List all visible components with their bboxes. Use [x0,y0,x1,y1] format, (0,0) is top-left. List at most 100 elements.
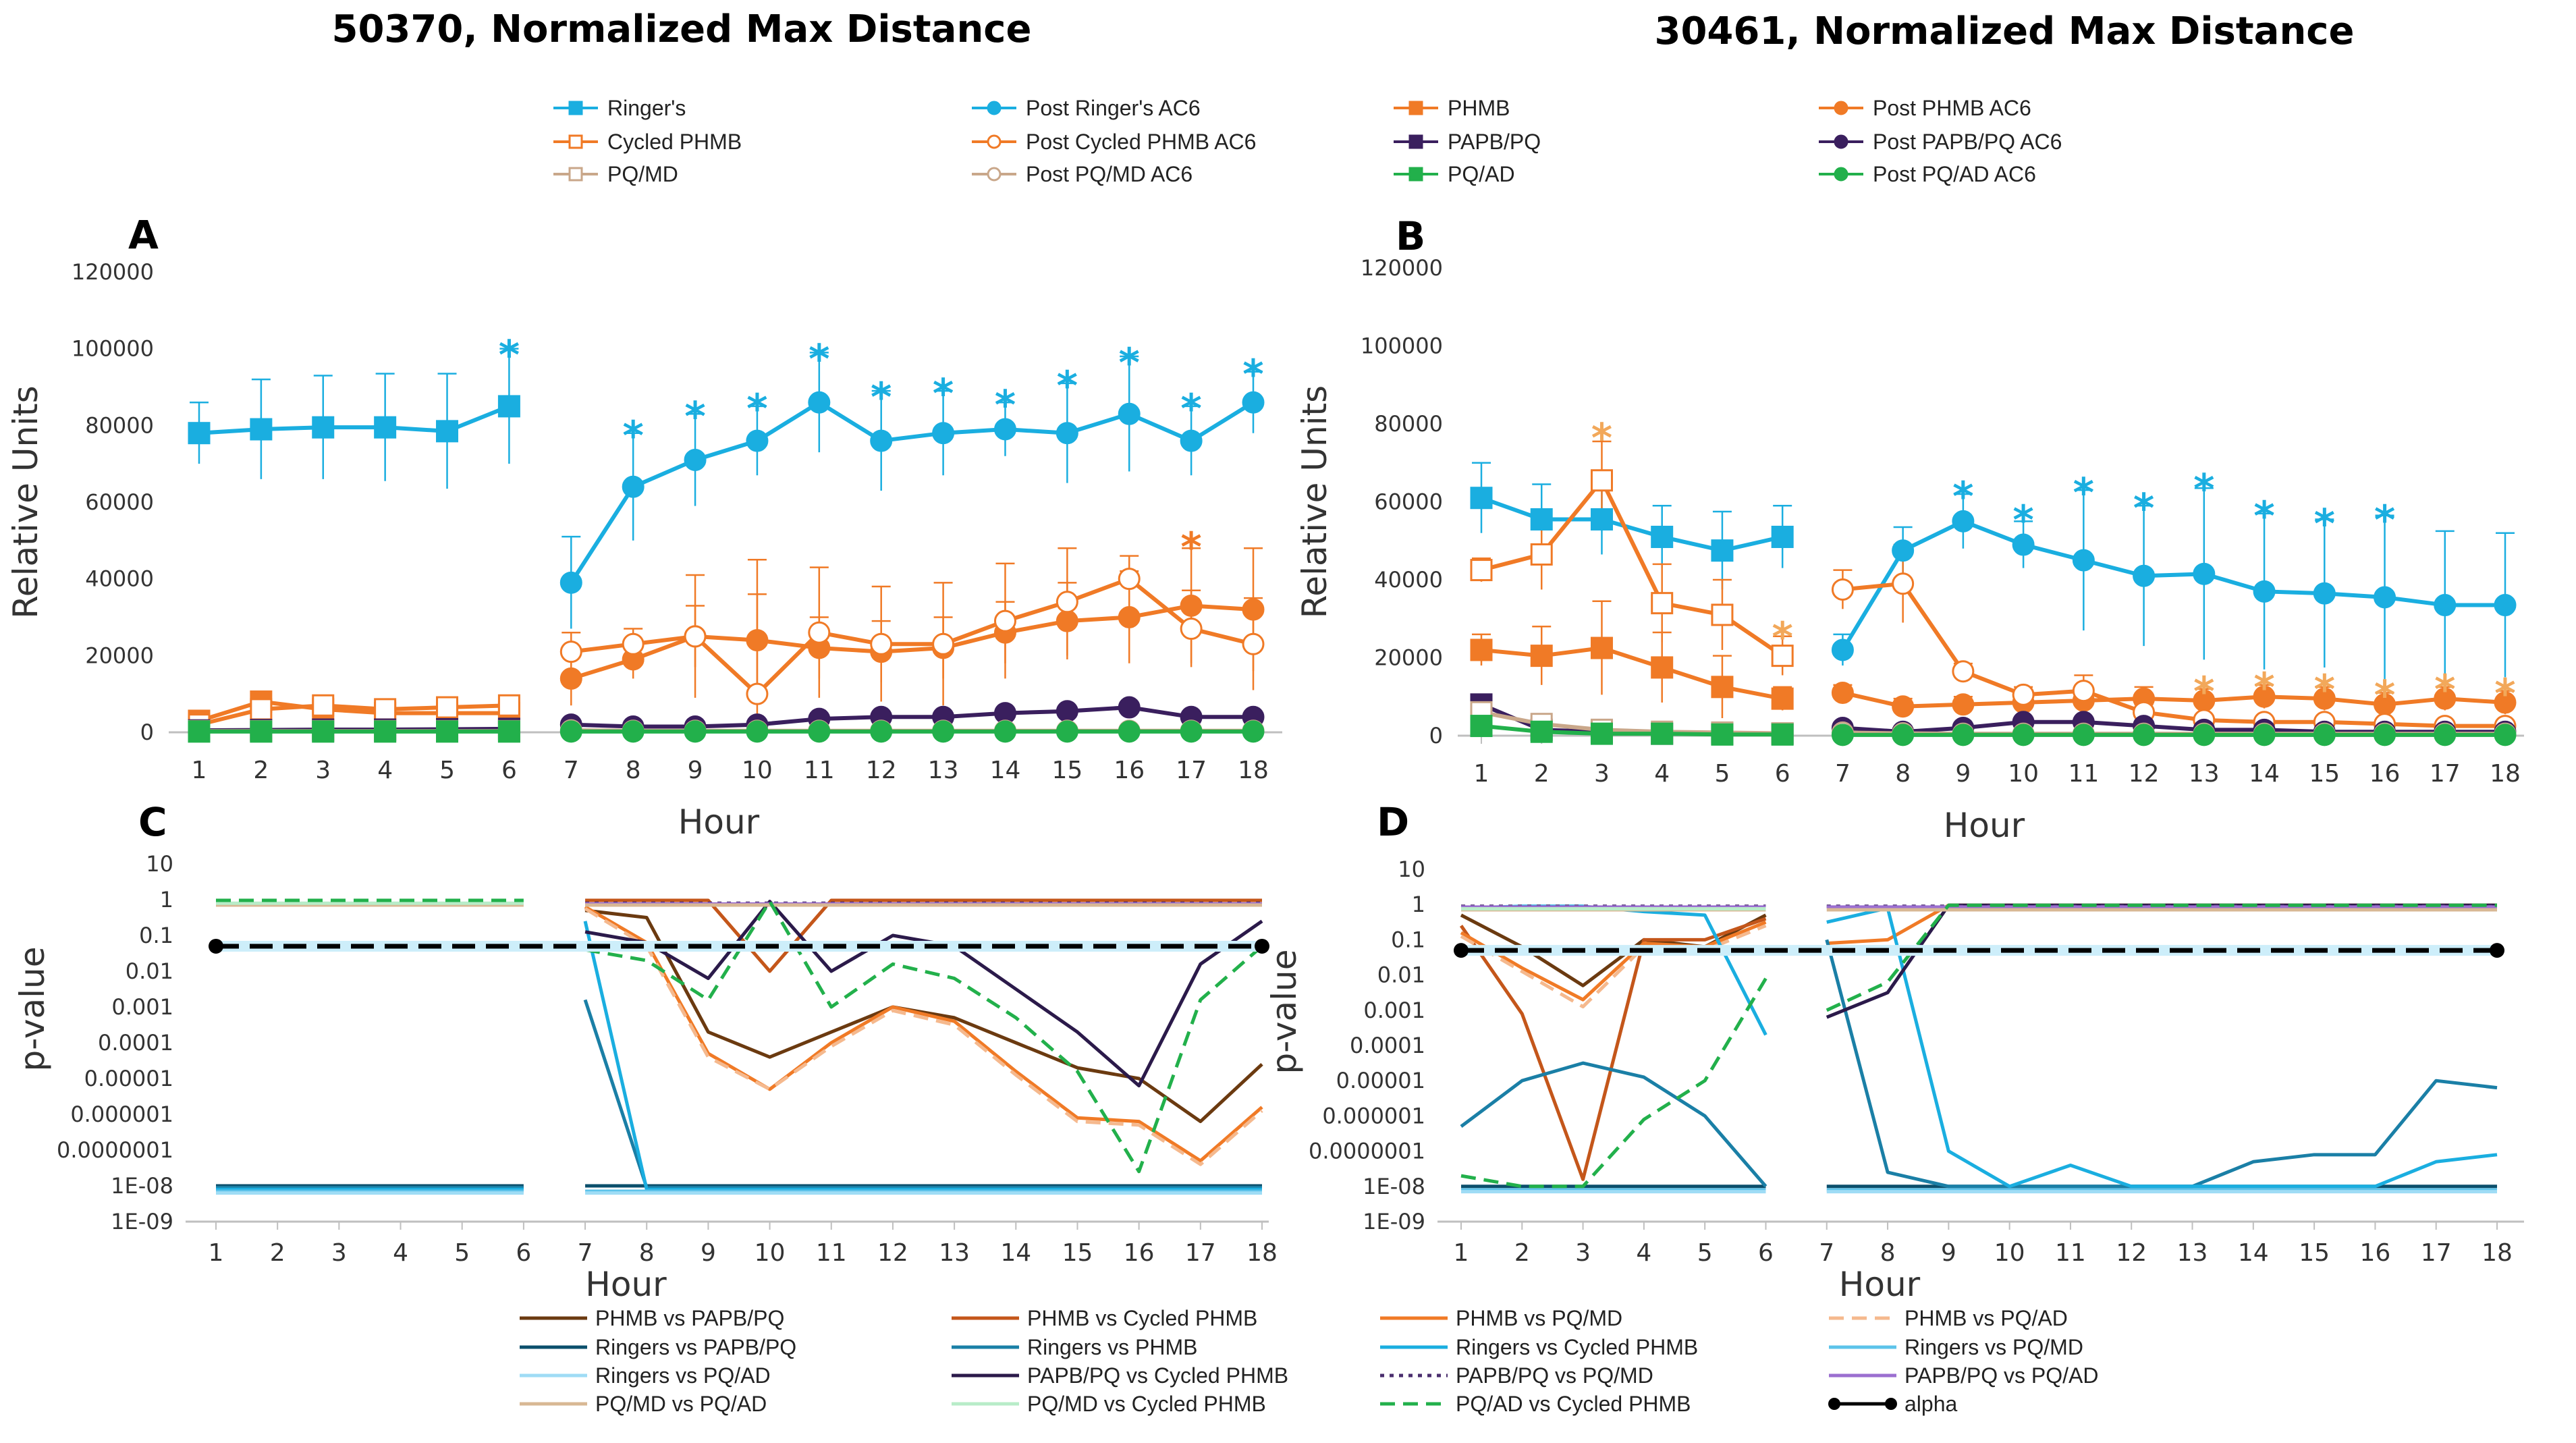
data-point [1118,606,1141,628]
y-tick-label: 1E-08 [1363,1174,1425,1199]
x-tick-label: 12 [866,757,897,784]
data-point [1056,720,1078,743]
data-point [1771,525,1794,548]
data-point [993,418,1016,441]
legend-label: PHMB [1448,96,1510,120]
significance-star: * [2193,466,2214,513]
data-point [1952,724,1975,746]
y-axis-label: Relative Units [6,385,45,618]
data-point [188,720,211,743]
data-point [2072,724,2095,746]
data-point [1711,603,1734,626]
data-point [1590,469,1613,492]
significance-star: * [871,374,892,421]
data-point [1470,715,1493,738]
y-tick-label: 1 [1412,892,1425,917]
data-point [1771,687,1794,710]
legend-label: Cycled PHMB [607,130,742,154]
x-tick-label: 8 [1880,1239,1896,1267]
y-tick-label: 100000 [72,336,154,362]
legend-label: PAPB/PQ vs Cycled PHMB [1027,1363,1288,1388]
data-point [1056,609,1078,632]
legend-label: Post PHMB AC6 [1873,96,2031,120]
data-point [1118,720,1141,743]
significance-star: * [2314,666,2335,713]
y-tick-label: 80000 [85,412,154,438]
legend-marker [1408,101,1423,115]
data-point [559,641,582,663]
legend-label: PQ/MD vs Cycled PHMB [1027,1392,1266,1416]
x-tick-label: 14 [2238,1239,2269,1267]
y-tick-label: 0.0001 [98,1030,173,1056]
significance-star: * [2012,497,2033,544]
legend-marker [987,134,1002,149]
data-point [684,448,707,471]
x-tick-label: 15 [1051,757,1083,784]
x-tick-label: 10 [755,1239,786,1267]
significance-star: * [1772,614,1792,661]
y-tick-label: 1 [160,887,173,913]
significance-star: * [684,393,705,441]
legend-marker [987,167,1002,182]
legend-marker [1408,167,1423,182]
x-tick-label: 11 [2055,1239,2086,1267]
x-tick-label: 12 [2116,1239,2147,1267]
y-tick-label: 0.0000001 [1309,1139,1425,1164]
y-axis-label: p-value [13,946,52,1071]
p-value-line [1460,920,1767,1002]
data-point [1242,632,1265,655]
x-tick-label: 8 [626,757,641,784]
data-point [1180,720,1203,743]
data-point [1118,696,1141,719]
data-point [1711,539,1734,562]
data-point [436,420,459,443]
data-point [746,629,769,652]
x-axis-label: Hour [678,802,760,842]
x-tick-label: 3 [315,757,331,784]
significance-star: * [1242,351,1263,398]
x-tick-label: 16 [1124,1239,1155,1267]
data-point [1470,487,1493,510]
x-tick-label: 6 [516,1239,531,1267]
y-tick-label: 100000 [1361,333,1443,359]
x-tick-label: 13 [2177,1239,2208,1267]
x-tick-label: 10 [2008,760,2039,788]
significance-star: * [2434,666,2455,713]
x-tick-label: 17 [2430,760,2461,788]
data-point [312,416,335,439]
significance-star: * [2314,501,2335,548]
legend-marker [987,101,1002,115]
p-value-line [1826,906,2498,1189]
data-point [870,429,893,452]
y-tick-label: 0.001 [1363,998,1425,1023]
x-tick-label: 1 [192,757,207,784]
legend-marker [1828,1398,1840,1410]
data-point [932,720,955,743]
y-tick-label: 120000 [72,259,154,285]
significance-star: * [933,371,954,418]
legend-label: PAPB/PQ vs PQ/MD [1456,1363,1653,1388]
title-right: 30461, Normalized Max Distance [1655,9,2355,53]
data-point [1711,676,1734,699]
x-tick-label: 15 [1062,1239,1093,1267]
x-tick-label: 12 [877,1239,908,1267]
x-tick-label: 10 [742,757,773,784]
data-point [1831,681,1854,704]
y-axis-label: p-value [1265,949,1304,1074]
x-tick-label: 4 [1654,760,1670,788]
y-tick-label: 0.01 [126,958,173,984]
y-tick-label: 0.0001 [1350,1033,1425,1058]
data-point [932,632,955,655]
x-tick-label: 2 [253,757,269,784]
legend-marker [1408,134,1423,149]
x-tick-label: 14 [2249,760,2280,788]
p-value-line [1826,903,2497,1012]
data-point [1892,724,1915,746]
y-tick-label: 0.01 [1377,962,1425,988]
significance-star: * [1119,339,1140,387]
y-tick-label: 0.1 [139,923,173,948]
p-value-line [584,900,1263,1088]
data-point [1952,693,1975,716]
data-point [1530,720,1553,743]
